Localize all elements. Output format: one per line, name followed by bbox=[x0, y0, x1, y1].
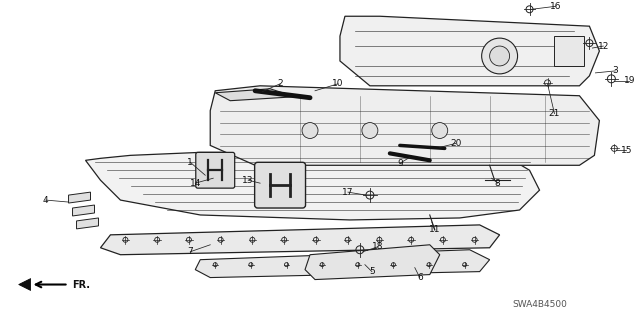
Text: 1: 1 bbox=[188, 158, 193, 167]
Circle shape bbox=[490, 46, 509, 66]
Text: 19: 19 bbox=[623, 76, 635, 85]
Polygon shape bbox=[19, 278, 31, 291]
Polygon shape bbox=[215, 89, 295, 101]
Text: 16: 16 bbox=[550, 2, 561, 11]
Text: 2: 2 bbox=[277, 79, 283, 88]
Text: 11: 11 bbox=[429, 226, 440, 234]
Text: 10: 10 bbox=[332, 79, 344, 88]
Text: 17: 17 bbox=[342, 188, 354, 197]
Text: 12: 12 bbox=[598, 41, 609, 50]
FancyBboxPatch shape bbox=[255, 162, 305, 208]
FancyBboxPatch shape bbox=[196, 152, 235, 188]
Circle shape bbox=[482, 38, 518, 74]
Circle shape bbox=[302, 122, 318, 138]
Text: 21: 21 bbox=[549, 109, 560, 118]
Text: SWA4B4500: SWA4B4500 bbox=[512, 300, 567, 309]
Polygon shape bbox=[195, 250, 490, 278]
Circle shape bbox=[432, 122, 448, 138]
Text: 14: 14 bbox=[189, 179, 201, 188]
Text: 13: 13 bbox=[243, 176, 254, 185]
Polygon shape bbox=[210, 86, 600, 165]
Text: 5: 5 bbox=[369, 267, 375, 276]
Polygon shape bbox=[340, 16, 600, 86]
Text: 8: 8 bbox=[495, 179, 500, 188]
Text: 18: 18 bbox=[372, 242, 383, 251]
Text: FR.: FR. bbox=[72, 279, 90, 290]
Polygon shape bbox=[77, 218, 99, 229]
Text: 3: 3 bbox=[612, 66, 618, 75]
Text: 6: 6 bbox=[417, 273, 422, 282]
Polygon shape bbox=[72, 205, 95, 216]
Polygon shape bbox=[305, 245, 440, 279]
Text: 4: 4 bbox=[43, 196, 49, 204]
Polygon shape bbox=[100, 225, 500, 255]
Circle shape bbox=[362, 122, 378, 138]
Text: 15: 15 bbox=[621, 146, 632, 155]
Polygon shape bbox=[68, 192, 90, 203]
Polygon shape bbox=[86, 152, 540, 220]
FancyBboxPatch shape bbox=[554, 36, 584, 66]
Text: 7: 7 bbox=[188, 247, 193, 256]
Text: 20: 20 bbox=[450, 139, 461, 148]
Text: HONDA: HONDA bbox=[205, 150, 435, 201]
Text: 9: 9 bbox=[397, 159, 403, 168]
